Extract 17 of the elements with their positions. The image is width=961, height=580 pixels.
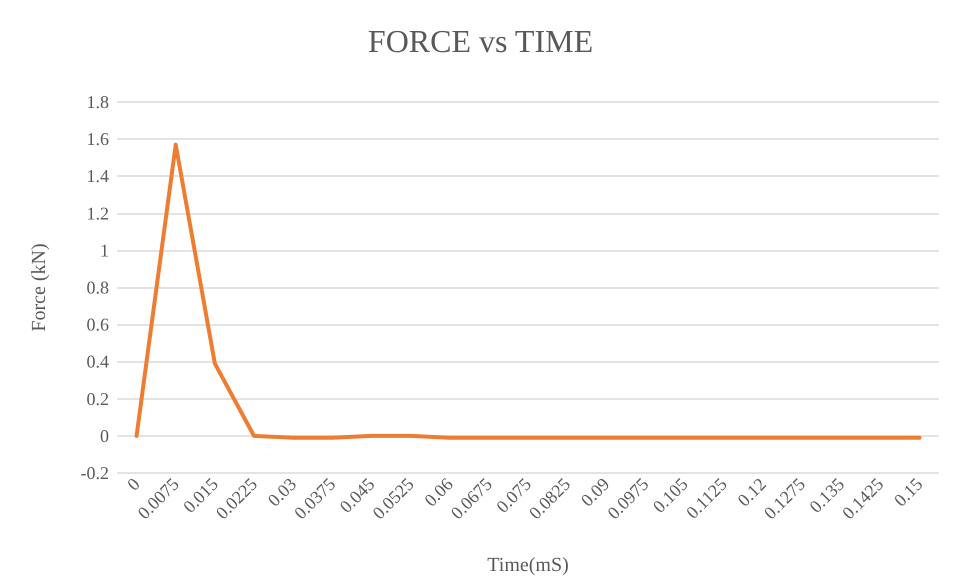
y-tick-label: 1.2 — [86, 203, 109, 224]
y-tick-label: 1.8 — [86, 92, 109, 112]
x-tick-label: 0 — [123, 474, 144, 494]
y-tick-label: 0.4 — [86, 352, 109, 372]
y-tick-label: 0.6 — [86, 314, 109, 335]
y-tick-label: 1.4 — [86, 166, 109, 186]
y-tick-label: 0 — [100, 426, 109, 446]
y-tick-label: 1.6 — [86, 129, 109, 150]
x-axis-title: Time(mS) — [487, 554, 569, 576]
x-tick-label: 0.15 — [890, 474, 926, 510]
y-tick-label: 0.8 — [86, 278, 109, 298]
y-tick-label: 1 — [100, 240, 109, 260]
chart-title: FORCE vs TIME — [368, 23, 594, 59]
y-tick-label: 0.2 — [86, 388, 109, 409]
y-tick-label: -0.2 — [80, 463, 109, 483]
line-series — [134, 142, 922, 440]
y-axis-title: Force (kN) — [28, 243, 50, 332]
